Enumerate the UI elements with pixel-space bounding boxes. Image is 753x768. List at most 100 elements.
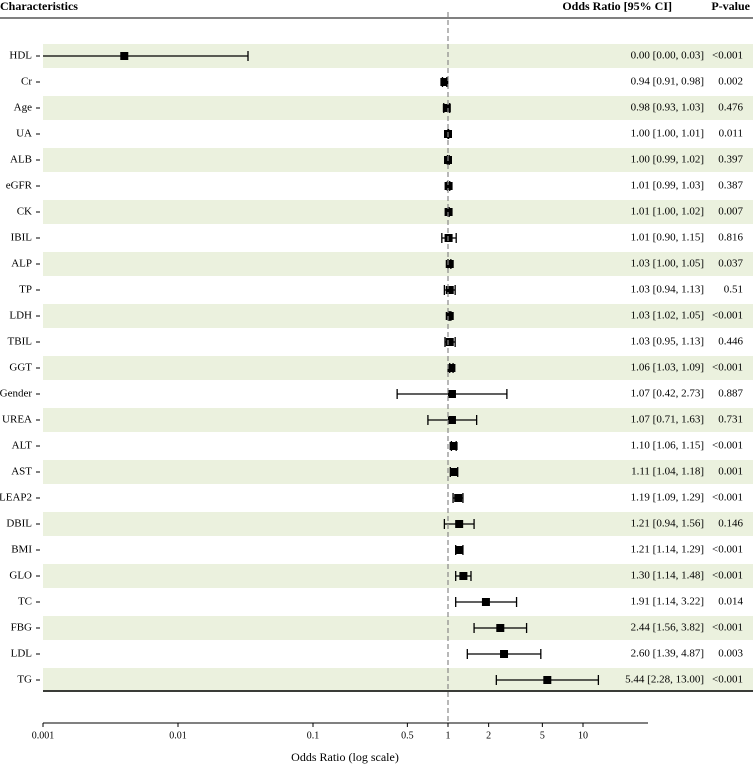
row-label: Gender xyxy=(0,388,32,400)
header-p: P-value xyxy=(711,0,750,13)
p-value: <0.001 xyxy=(712,440,743,452)
p-value: 0.446 xyxy=(718,336,743,348)
x-tick-label: 0.1 xyxy=(307,730,320,741)
estimate-marker xyxy=(120,52,129,60)
x-tick-label: 1 xyxy=(446,730,451,741)
estimate-label: 1.01 [1.00, 1.02] xyxy=(631,206,704,218)
estimate-label: 1.06 [1.03, 1.09] xyxy=(631,362,704,374)
row-label: TP xyxy=(19,284,32,296)
estimate-marker xyxy=(445,312,454,320)
estimate-marker xyxy=(447,390,456,398)
header-label: Characteristics xyxy=(0,0,78,13)
p-value: 0.476 xyxy=(718,102,743,114)
estimate-label: 0.00 [0.00, 0.03] xyxy=(631,50,704,62)
p-value: <0.001 xyxy=(712,622,743,634)
estimate-marker xyxy=(459,572,468,580)
row-label: UREA xyxy=(2,414,32,426)
estimate-marker xyxy=(447,364,456,372)
estimate-marker xyxy=(543,676,552,684)
estimate-label: 1.21 [0.94, 1.56] xyxy=(631,518,704,530)
row-label: ALT xyxy=(12,440,33,452)
row-stripe xyxy=(43,460,753,484)
x-axis-title: Odds Ratio (log scale) xyxy=(291,750,399,764)
x-tick-label: 0.001 xyxy=(32,730,55,741)
p-value: 0.007 xyxy=(718,206,743,218)
row-stripe xyxy=(43,408,753,432)
estimate-marker xyxy=(449,442,458,450)
p-value: 0.014 xyxy=(718,596,743,608)
row-label: CK xyxy=(17,206,32,218)
row-stripe xyxy=(43,512,753,536)
row-stripe xyxy=(43,96,753,120)
row-label: LDL xyxy=(11,648,33,660)
row-label: UA xyxy=(16,128,32,140)
estimate-label: 0.98 [0.93, 1.03] xyxy=(631,102,704,114)
estimate-label: 1.07 [0.71, 1.63] xyxy=(631,414,704,426)
p-value: 0.002 xyxy=(718,76,743,88)
estimate-marker xyxy=(496,624,505,632)
row-stripe xyxy=(43,252,753,276)
estimate-marker xyxy=(442,104,451,112)
p-value: <0.001 xyxy=(712,492,743,504)
estimate-marker xyxy=(500,650,509,658)
row-label: HDL xyxy=(9,50,32,62)
p-value: 0.387 xyxy=(718,180,743,192)
p-value: <0.001 xyxy=(712,310,743,322)
p-value: 0.003 xyxy=(718,648,743,660)
estimate-marker xyxy=(445,286,454,294)
p-value: <0.001 xyxy=(712,50,743,62)
row-label: DBIL xyxy=(6,518,32,530)
row-label: GGT xyxy=(9,362,32,374)
row-stripe xyxy=(43,616,753,640)
p-value: 0.887 xyxy=(718,388,743,400)
estimate-marker xyxy=(447,416,456,424)
row-stripe xyxy=(43,564,753,588)
p-value: 0.731 xyxy=(718,414,743,426)
estimate-label: 1.03 [1.00, 1.05] xyxy=(631,258,704,270)
estimate-marker xyxy=(440,78,449,86)
estimate-marker xyxy=(450,468,459,476)
row-label: Cr xyxy=(21,76,32,88)
row-label: ALB xyxy=(10,154,32,166)
estimate-label: 1.19 [1.09, 1.29] xyxy=(631,492,704,504)
estimate-label: 1.10 [1.06, 1.15] xyxy=(631,440,704,452)
row-label: eGFR xyxy=(6,180,33,192)
estimate-label: 1.11 [1.04, 1.18] xyxy=(631,466,704,478)
row-label: TC xyxy=(18,596,32,608)
estimate-marker xyxy=(445,338,454,346)
p-value: <0.001 xyxy=(712,544,743,556)
p-value: 0.001 xyxy=(718,466,743,478)
estimate-marker xyxy=(455,520,464,528)
estimate-label: 1.01 [0.90, 1.15] xyxy=(631,232,704,244)
row-label: LEAP2 xyxy=(0,492,32,504)
stripes xyxy=(43,44,753,692)
row-label: FBG xyxy=(11,622,32,634)
row-stripe xyxy=(43,356,753,380)
header-estimate: Odds Ratio [95% CI] xyxy=(562,0,672,13)
x-tick-label: 10 xyxy=(578,730,588,741)
estimate-marker xyxy=(455,546,464,554)
row-label: IBIL xyxy=(11,232,33,244)
p-value: 0.816 xyxy=(718,232,743,244)
row-label: Age xyxy=(14,102,32,114)
estimate-label: 0.94 [0.91, 0.98] xyxy=(631,76,704,88)
estimate-label: 1.07 [0.42, 2.73] xyxy=(631,388,704,400)
x-tick-label: 2 xyxy=(486,730,491,741)
estimate-marker xyxy=(454,494,463,502)
row-stripe xyxy=(43,148,753,172)
row-label: AST xyxy=(11,466,32,478)
row-label: LDH xyxy=(9,310,32,322)
estimate-label: 1.00 [0.99, 1.02] xyxy=(631,154,704,166)
estimate-label: 1.03 [0.95, 1.13] xyxy=(631,336,704,348)
estimate-marker xyxy=(445,260,454,268)
estimate-label: 1.21 [1.14, 1.29] xyxy=(631,544,704,556)
p-value: <0.001 xyxy=(712,362,743,374)
estimate-label: 1.00 [1.00, 1.01] xyxy=(631,128,704,140)
p-value: 0.397 xyxy=(718,154,743,166)
estimate-label: 2.60 [1.39, 4.87] xyxy=(631,648,704,660)
estimate-label: 1.01 [0.99, 1.03] xyxy=(631,180,704,192)
estimate-label: 1.03 [1.02, 1.05] xyxy=(631,310,704,322)
row-stripe xyxy=(43,200,753,224)
